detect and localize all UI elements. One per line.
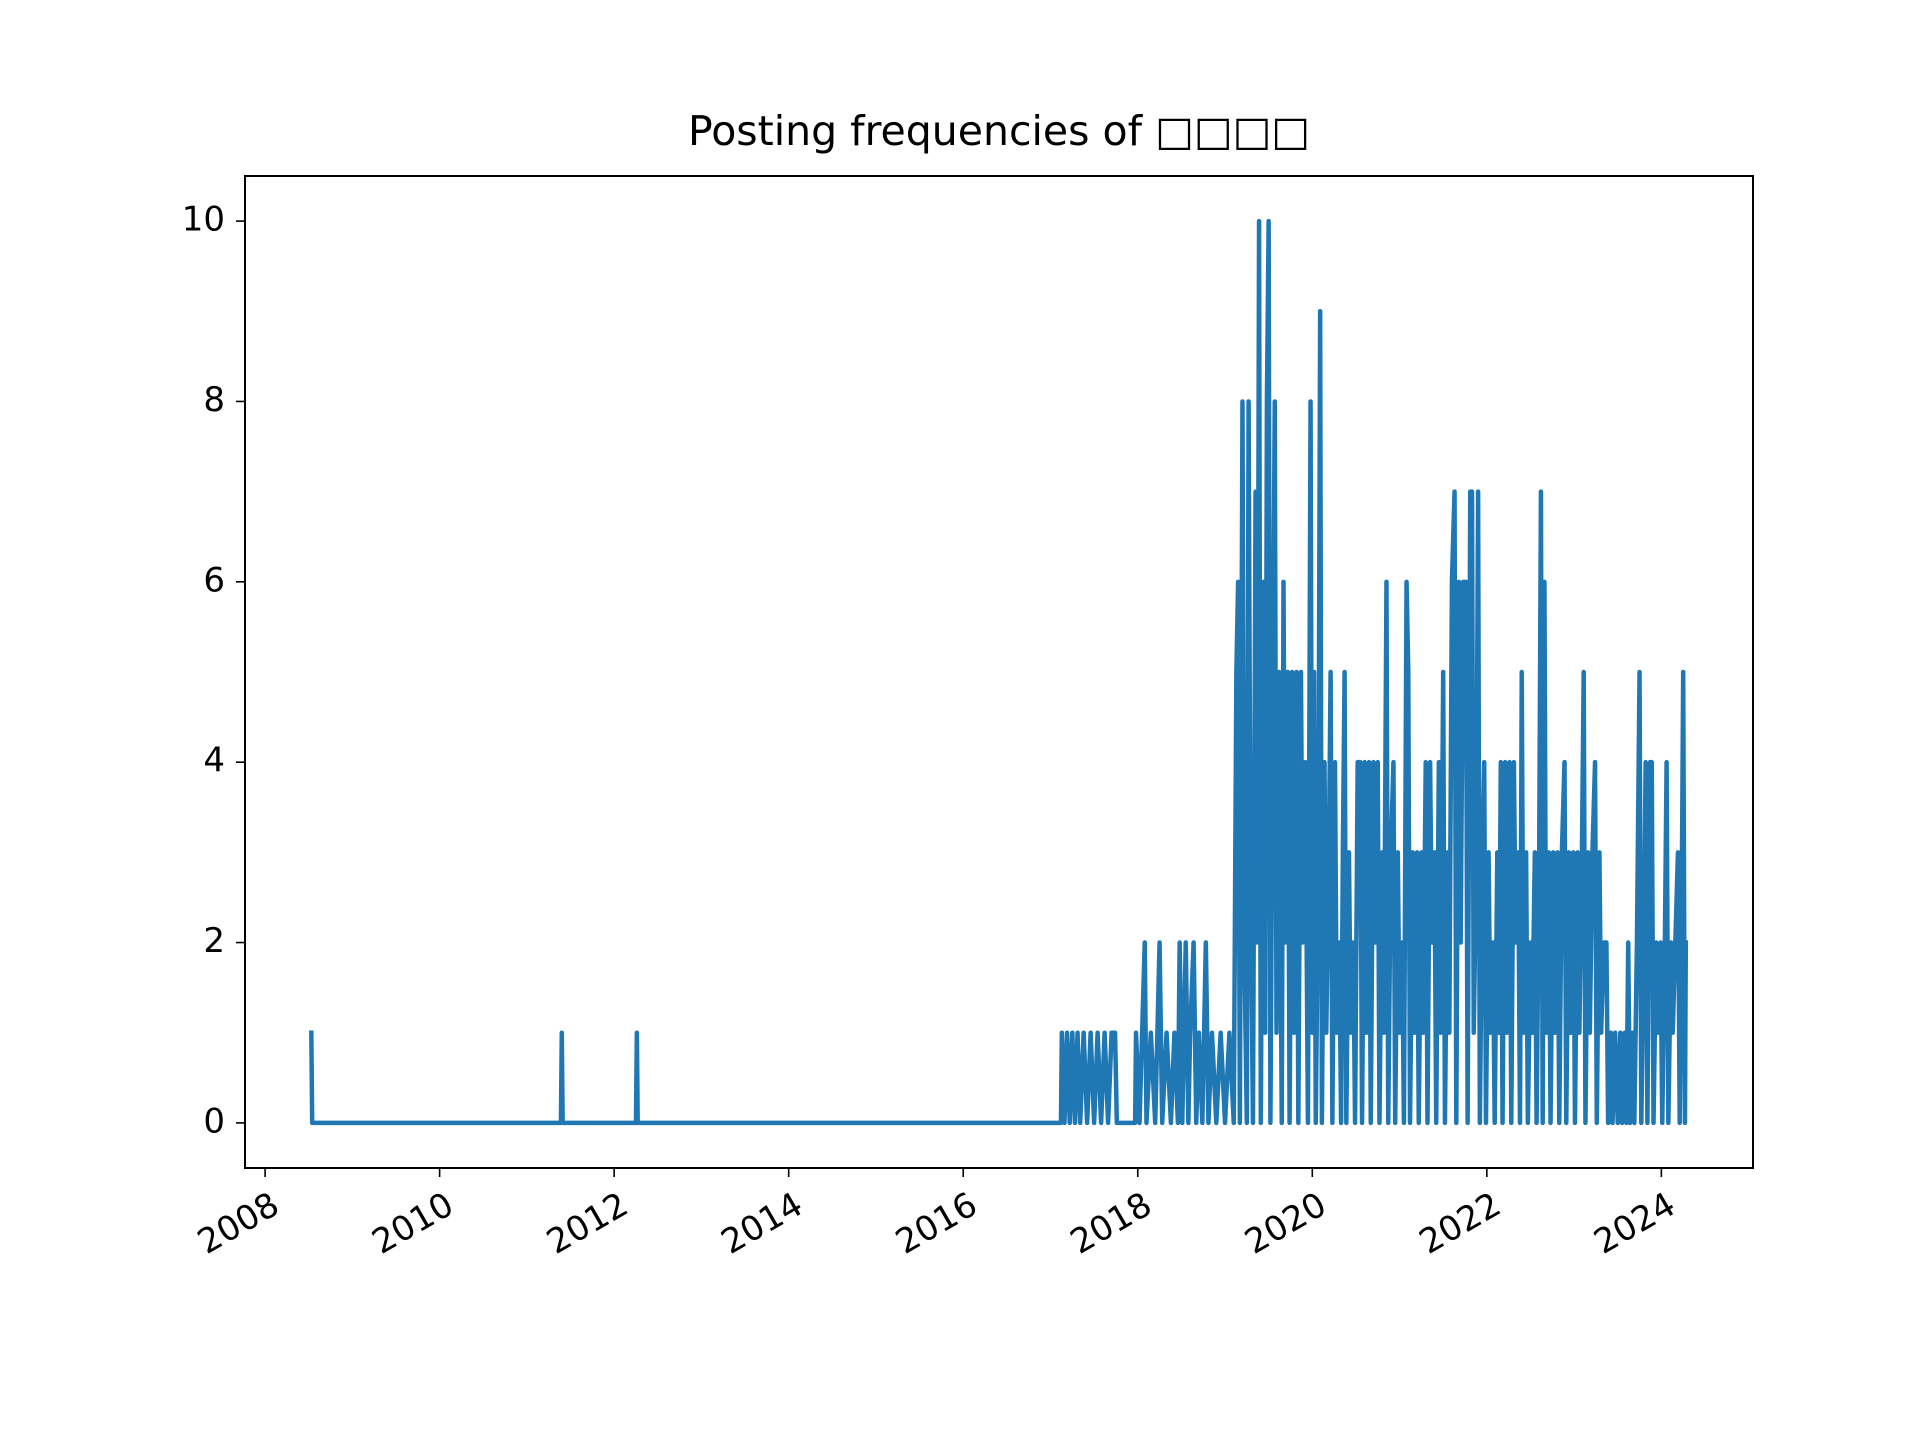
plot-frame <box>244 175 1754 1169</box>
y-tick-label: 2 <box>203 921 225 961</box>
data-line <box>309 218 1689 1126</box>
y-tick-label: 6 <box>203 560 225 600</box>
y-tick-label: 0 <box>203 1101 225 1141</box>
y-tick-label: 8 <box>203 380 225 420</box>
chart-title: Posting frequencies of □□□□ <box>688 107 1310 155</box>
y-tick-label: 4 <box>203 741 225 781</box>
y-tick-label: 10 <box>182 200 225 240</box>
